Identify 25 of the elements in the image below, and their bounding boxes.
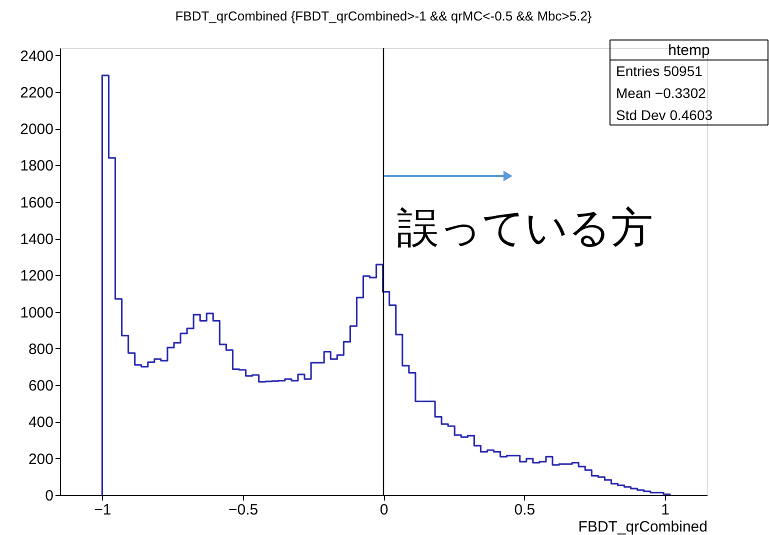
y-tick-label: 800 [28, 340, 54, 358]
annotation: Entries 50951 [616, 63, 703, 79]
y-tick-label: 1000 [20, 304, 54, 322]
x-tick-label: −1 [94, 502, 112, 518]
x-tick-label: 1 [661, 502, 670, 518]
annotation: htemp [668, 42, 710, 59]
annotation: Mean −0.3302 [616, 85, 706, 101]
y-tick-label: 400 [28, 414, 54, 432]
y-tick-label: 0 [45, 488, 54, 504]
chart-title: FBDT_qrCombined {FBDT_qrCombined>-1 && qrMC<-0.5 && Mbc>5.2} [175, 8, 592, 24]
y-tick-label: 200 [28, 450, 54, 468]
x-tick-label: −0.5 [228, 502, 258, 518]
y-tick-label: 1400 [20, 231, 54, 248]
y-tick-label: 2000 [20, 121, 54, 138]
annotation: 誤っている方 [397, 203, 653, 252]
y-tick-label: 2200 [20, 84, 54, 102]
x-tick-label: 0 [380, 502, 388, 518]
y-tick-label: 1600 [20, 194, 54, 212]
y-tick-label: 600 [28, 378, 54, 395]
y-tick-label: 2400 [20, 48, 54, 65]
y-tick-label: 1200 [20, 268, 54, 285]
x-tick-label: 0.5 [514, 502, 536, 518]
annotation: Std Dev 0.4603 [616, 107, 713, 123]
x-axis-title: FBDT_qrCombined [578, 518, 708, 535]
y-tick-label: 1800 [20, 158, 54, 175]
